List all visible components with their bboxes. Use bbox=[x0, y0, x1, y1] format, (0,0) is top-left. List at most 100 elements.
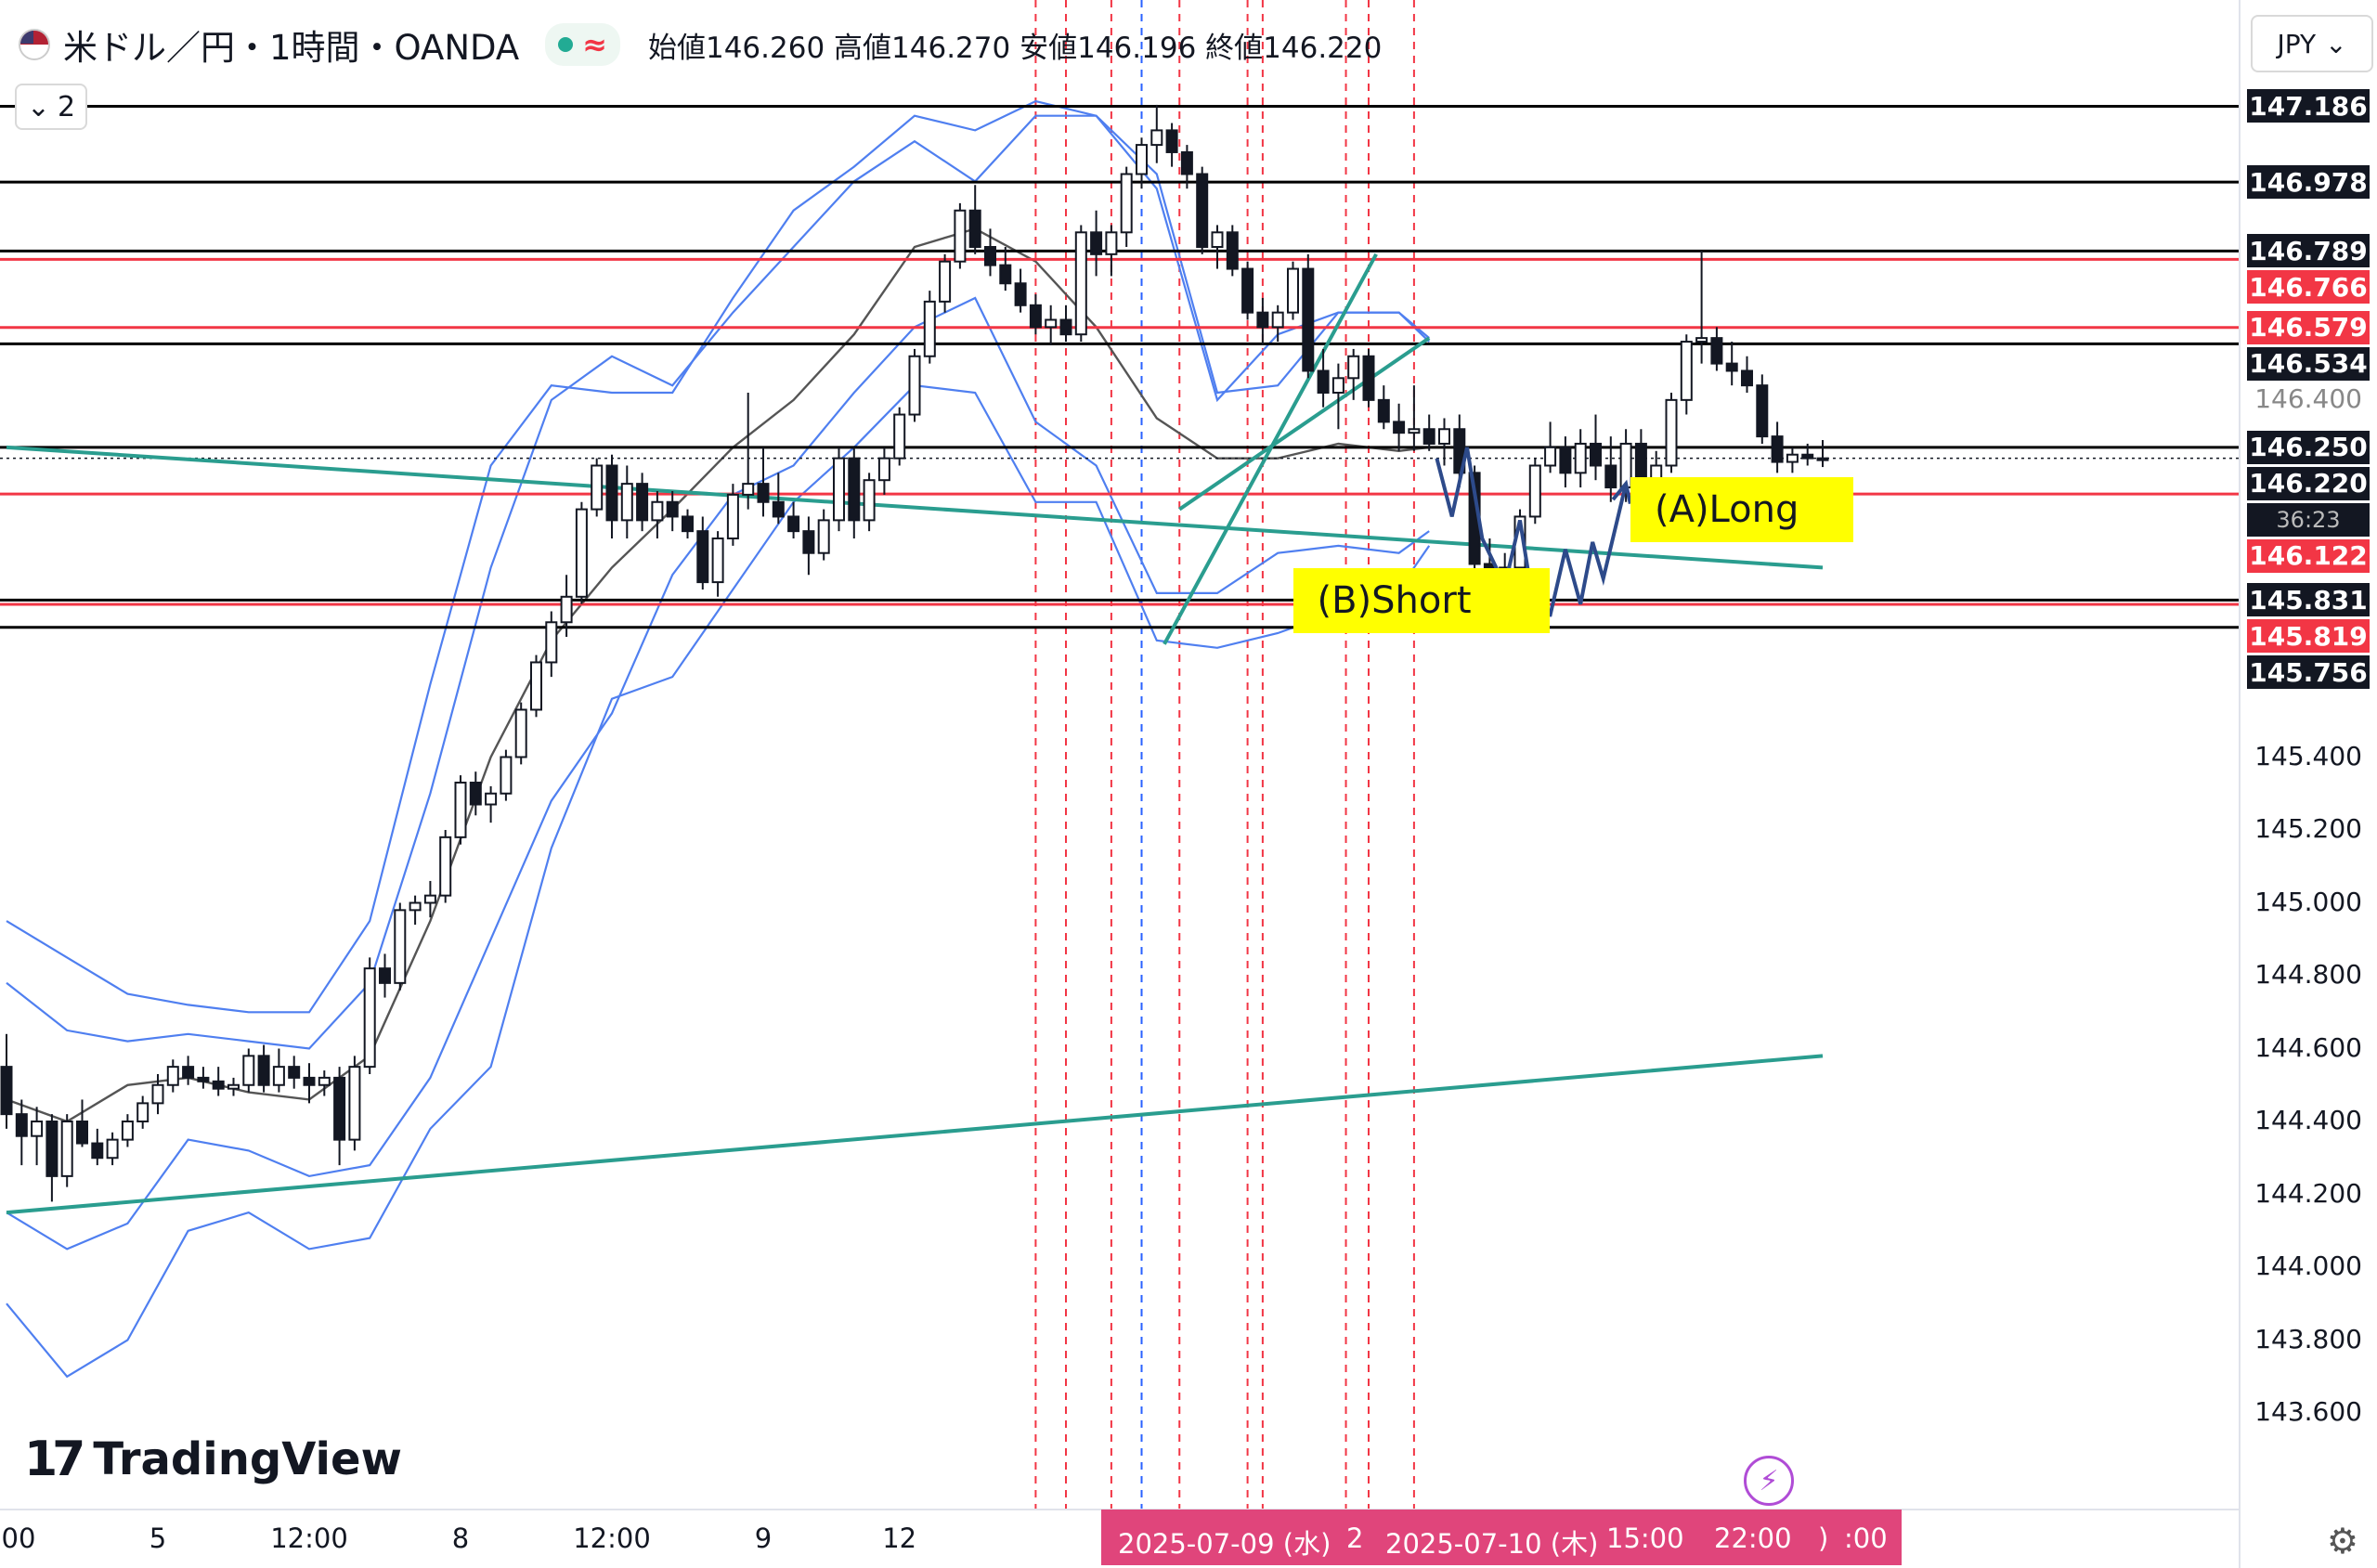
candle bbox=[696, 516, 709, 590]
candle bbox=[1544, 421, 1557, 473]
candle-body bbox=[575, 508, 588, 598]
candle-body bbox=[1287, 267, 1299, 314]
projection-arrow-head bbox=[1611, 479, 1632, 505]
highlight-time-label: 2025-07-09 (水) bbox=[1118, 1528, 1331, 1560]
bb-lower-line bbox=[6, 296, 1430, 1251]
indicator-legend-toggle[interactable]: ⌄ 2 bbox=[15, 84, 87, 130]
candle-body bbox=[106, 1138, 119, 1160]
candle bbox=[939, 253, 952, 313]
candle bbox=[620, 465, 633, 538]
candle bbox=[802, 516, 815, 576]
candle-body bbox=[1136, 144, 1148, 175]
chevron-down-icon: ⌄ bbox=[2325, 28, 2347, 59]
candle-body bbox=[893, 413, 906, 460]
symbol-title[interactable]: 米ドル／円・1時間・OANDA bbox=[63, 28, 520, 68]
candle bbox=[1756, 374, 1769, 444]
highlight-time-label: 22:00 bbox=[1714, 1523, 1792, 1554]
candle-body bbox=[212, 1080, 225, 1090]
candle bbox=[182, 1056, 195, 1085]
candle-body bbox=[288, 1066, 301, 1079]
candle-body bbox=[45, 1121, 58, 1177]
candle bbox=[1211, 225, 1224, 269]
candle bbox=[1090, 210, 1103, 277]
candle-body bbox=[999, 264, 1012, 285]
candle bbox=[1029, 294, 1042, 335]
candle bbox=[636, 473, 649, 532]
candle-body bbox=[651, 500, 664, 522]
candle-body bbox=[1680, 341, 1693, 401]
candle-body bbox=[605, 464, 618, 522]
candle-body bbox=[1756, 384, 1769, 438]
candle bbox=[817, 509, 830, 561]
chevron-down-icon: ⌄ bbox=[26, 90, 51, 123]
price-tick-label: 145.200 bbox=[2254, 813, 2362, 844]
candle-body bbox=[1801, 453, 1814, 460]
candle-body bbox=[560, 595, 573, 624]
candle-body bbox=[1347, 355, 1360, 380]
candle-body bbox=[121, 1121, 134, 1141]
candle-body bbox=[1725, 362, 1738, 372]
price-tick-label: 144.800 bbox=[2254, 959, 2362, 990]
candle-body bbox=[1695, 337, 1708, 343]
candle bbox=[1438, 418, 1450, 466]
candle-body bbox=[877, 457, 890, 482]
price-tick-label: 145.400 bbox=[2254, 740, 2362, 771]
candle bbox=[1422, 414, 1435, 451]
candle-body bbox=[1377, 398, 1390, 423]
candle-body bbox=[1528, 464, 1541, 518]
candle-body bbox=[1604, 464, 1617, 489]
candle-body bbox=[514, 708, 527, 758]
highlight-time-label: 15:00 bbox=[1606, 1523, 1684, 1554]
candle-body bbox=[136, 1102, 149, 1122]
candle-body bbox=[620, 483, 633, 522]
vertical-time-markers bbox=[1034, 0, 1415, 1510]
price-level-label: 145.756 bbox=[2247, 655, 2370, 690]
candle-body bbox=[1362, 355, 1375, 401]
candle-body bbox=[439, 836, 452, 897]
annotation-long[interactable]: (A)Long bbox=[1630, 476, 1853, 542]
lightning-icon[interactable]: ⚡ bbox=[1744, 1456, 1794, 1506]
candle bbox=[1136, 137, 1148, 189]
candle-body bbox=[1226, 231, 1239, 270]
candle bbox=[454, 775, 467, 845]
candle bbox=[136, 1095, 149, 1129]
price-tick-label: 144.400 bbox=[2254, 1105, 2362, 1135]
candle-body bbox=[394, 909, 407, 984]
candle-body bbox=[863, 479, 876, 522]
delay-wave-icon: ≈ bbox=[582, 27, 607, 62]
candle bbox=[1271, 305, 1284, 343]
candle bbox=[1241, 261, 1254, 320]
candle bbox=[757, 447, 770, 517]
candle bbox=[893, 407, 906, 466]
price-tick-label: 145.000 bbox=[2254, 886, 2362, 917]
candle-body bbox=[1559, 446, 1572, 474]
bar-countdown-label: 36:23 bbox=[2247, 502, 2370, 537]
candle bbox=[1256, 297, 1269, 345]
candle bbox=[242, 1048, 255, 1093]
tradingview-logo[interactable]: 17 TradingView bbox=[24, 1432, 402, 1487]
candle bbox=[1665, 393, 1678, 473]
high-value: 146.270 bbox=[891, 31, 1011, 65]
candle bbox=[954, 202, 967, 269]
candle bbox=[1725, 342, 1738, 386]
price-level-label: 145.831 bbox=[2247, 583, 2370, 617]
candle-body bbox=[1029, 304, 1042, 329]
candle-body bbox=[636, 483, 649, 522]
candle-body bbox=[984, 246, 996, 266]
candle bbox=[1317, 348, 1330, 408]
gear-icon[interactable]: ⚙ bbox=[2326, 1521, 2358, 1562]
us-flag-icon bbox=[19, 29, 50, 60]
trendline bbox=[6, 1054, 1824, 1215]
annotation-short[interactable]: (B)Short bbox=[1292, 567, 1550, 633]
candle bbox=[1816, 440, 1829, 468]
candle-body bbox=[1302, 267, 1315, 372]
price-level-label: 146.789 bbox=[2247, 234, 2370, 268]
candle-body bbox=[1241, 267, 1254, 314]
currency-selector[interactable]: JPY ⌄ bbox=[2251, 15, 2373, 72]
price-tick-label: 146.400 bbox=[2254, 382, 2362, 414]
candle bbox=[60, 1114, 73, 1187]
market-status[interactable]: ≈ bbox=[545, 23, 620, 66]
candle bbox=[363, 957, 376, 1074]
candle-body bbox=[1256, 311, 1269, 329]
